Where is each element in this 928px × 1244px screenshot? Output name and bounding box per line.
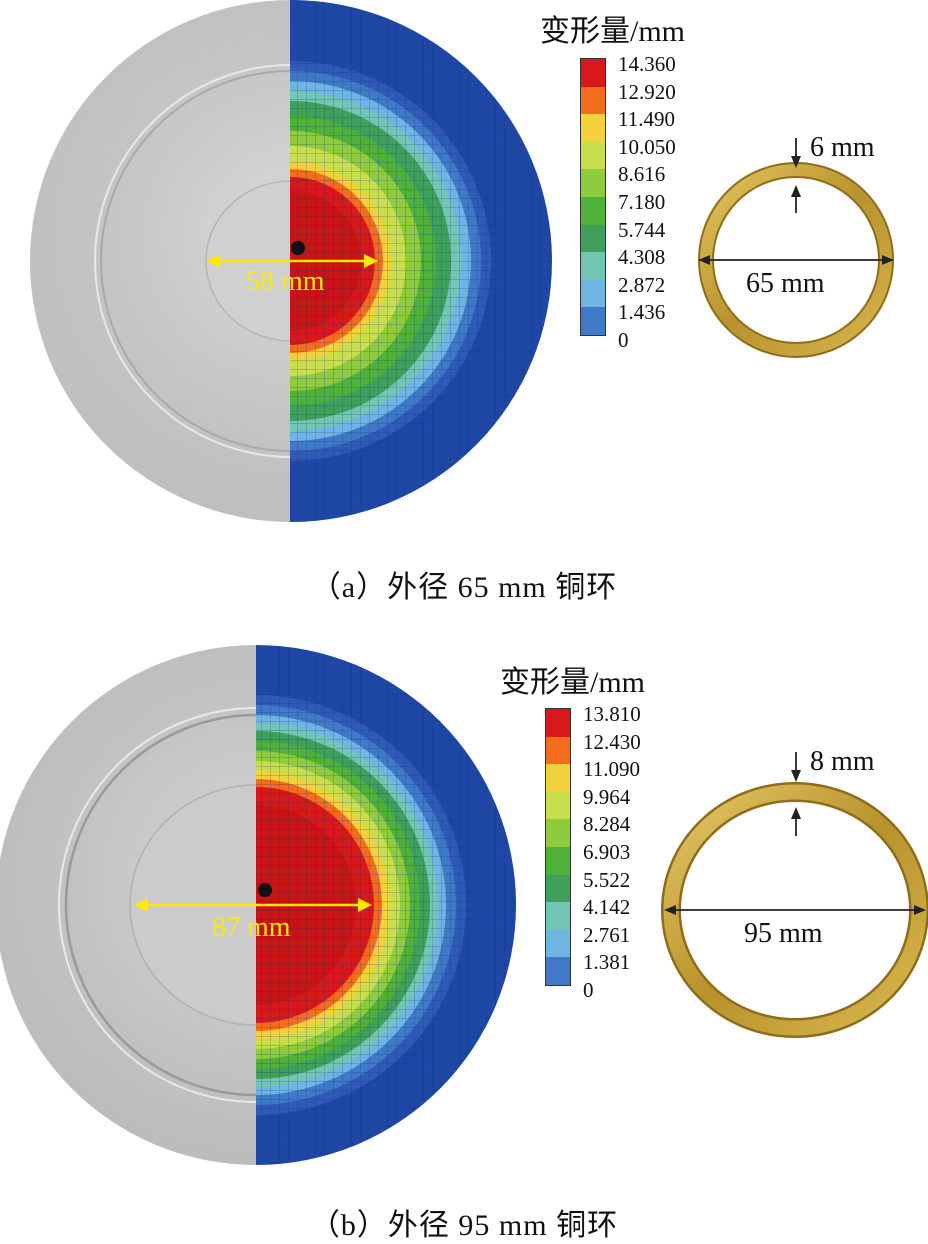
legend-tick: 0 — [618, 328, 629, 352]
copper-ring — [698, 138, 894, 358]
measured-diameter-label: 58 mm — [246, 266, 325, 297]
figure-caption: （a）外径 65 mm 铜环 — [310, 571, 618, 604]
legend-tick: 8.284 — [583, 812, 631, 837]
legend-swatch — [581, 224, 605, 253]
legend-tick: 2.872 — [618, 272, 666, 297]
legend-swatch — [546, 819, 570, 847]
legend-swatch — [546, 709, 570, 737]
color-legend: 14.360 12.920 11.490 10.050 8.616 7.180 … — [580, 54, 730, 352]
legend-tick: 0 — [583, 978, 594, 1002]
legend-title: 变形量/mm — [500, 666, 646, 699]
legend-tick: 9.964 — [583, 784, 631, 809]
legend-swatch — [546, 929, 570, 958]
legend-tick: 5.744 — [618, 217, 666, 242]
panel-a-figure — [30, 0, 894, 522]
legend-swatch — [581, 252, 605, 280]
figure-caption: （b）外径 95 mm 铜环 — [309, 1209, 619, 1242]
measurement-arrow — [206, 254, 378, 268]
legend-swatch — [581, 59, 605, 87]
ring-diameter-label: 65 mm — [746, 268, 825, 299]
legend-swatch — [581, 197, 605, 225]
legend-swatch — [581, 86, 605, 115]
legend-tick: 4.142 — [583, 895, 631, 920]
simulation-contour — [256, 645, 516, 1165]
legend-tick: 12.920 — [618, 79, 676, 104]
panel-b: 87 mm 变形量/mm 13.810 12.430 11.090 9.964 … — [0, 622, 928, 1244]
legend-tick: 7.180 — [618, 190, 666, 214]
legend-swatch — [581, 169, 605, 197]
panel-b-figure — [0, 645, 928, 1165]
legend-swatch — [581, 141, 605, 170]
legend-swatch — [546, 736, 570, 765]
legend-tick: 12.430 — [583, 729, 641, 754]
legend-tick: 5.522 — [583, 867, 631, 892]
legend-tick: 11.490 — [618, 107, 675, 132]
copper-ring — [661, 752, 928, 1038]
legend-tick: 14.360 — [618, 52, 676, 76]
legend-swatch — [546, 874, 570, 903]
legend-colorbar — [545, 708, 571, 986]
legend-title: 变形量/mm — [540, 15, 686, 48]
legend-tick: 10.050 — [618, 134, 676, 159]
legend-swatch — [581, 279, 605, 308]
legend-swatch — [581, 114, 605, 142]
legend-tick: 1.436 — [618, 300, 666, 325]
measured-diameter-label: 87 mm — [212, 912, 291, 943]
legend-swatch — [546, 847, 570, 875]
ring-diameter-label: 95 mm — [744, 918, 823, 949]
legend-tick: 6.903 — [583, 840, 631, 864]
legend-swatch — [546, 764, 570, 792]
legend-tick: 11.090 — [583, 757, 640, 782]
legend-tick: 4.308 — [618, 245, 666, 270]
legend-swatch — [546, 902, 570, 930]
measurement-arrow — [134, 898, 372, 912]
color-legend: 13.810 12.430 11.090 9.964 8.284 6.903 5… — [545, 704, 695, 1002]
legend-tick: 8.616 — [618, 162, 666, 187]
legend-swatch — [546, 791, 570, 820]
ring-thickness-label: 8 mm — [810, 746, 875, 777]
panel-a: 58 mm 变形量/mm 14.360 12.920 11.490 10.050… — [30, 0, 894, 604]
legend-tick: 2.761 — [583, 922, 631, 947]
legend-swatch — [546, 957, 570, 985]
ring-thickness-label: 6 mm — [810, 132, 875, 163]
legend-tick: 1.381 — [583, 950, 631, 975]
legend-colorbar — [580, 58, 606, 336]
legend-swatch — [581, 307, 605, 335]
legend-tick: 13.810 — [583, 702, 641, 726]
